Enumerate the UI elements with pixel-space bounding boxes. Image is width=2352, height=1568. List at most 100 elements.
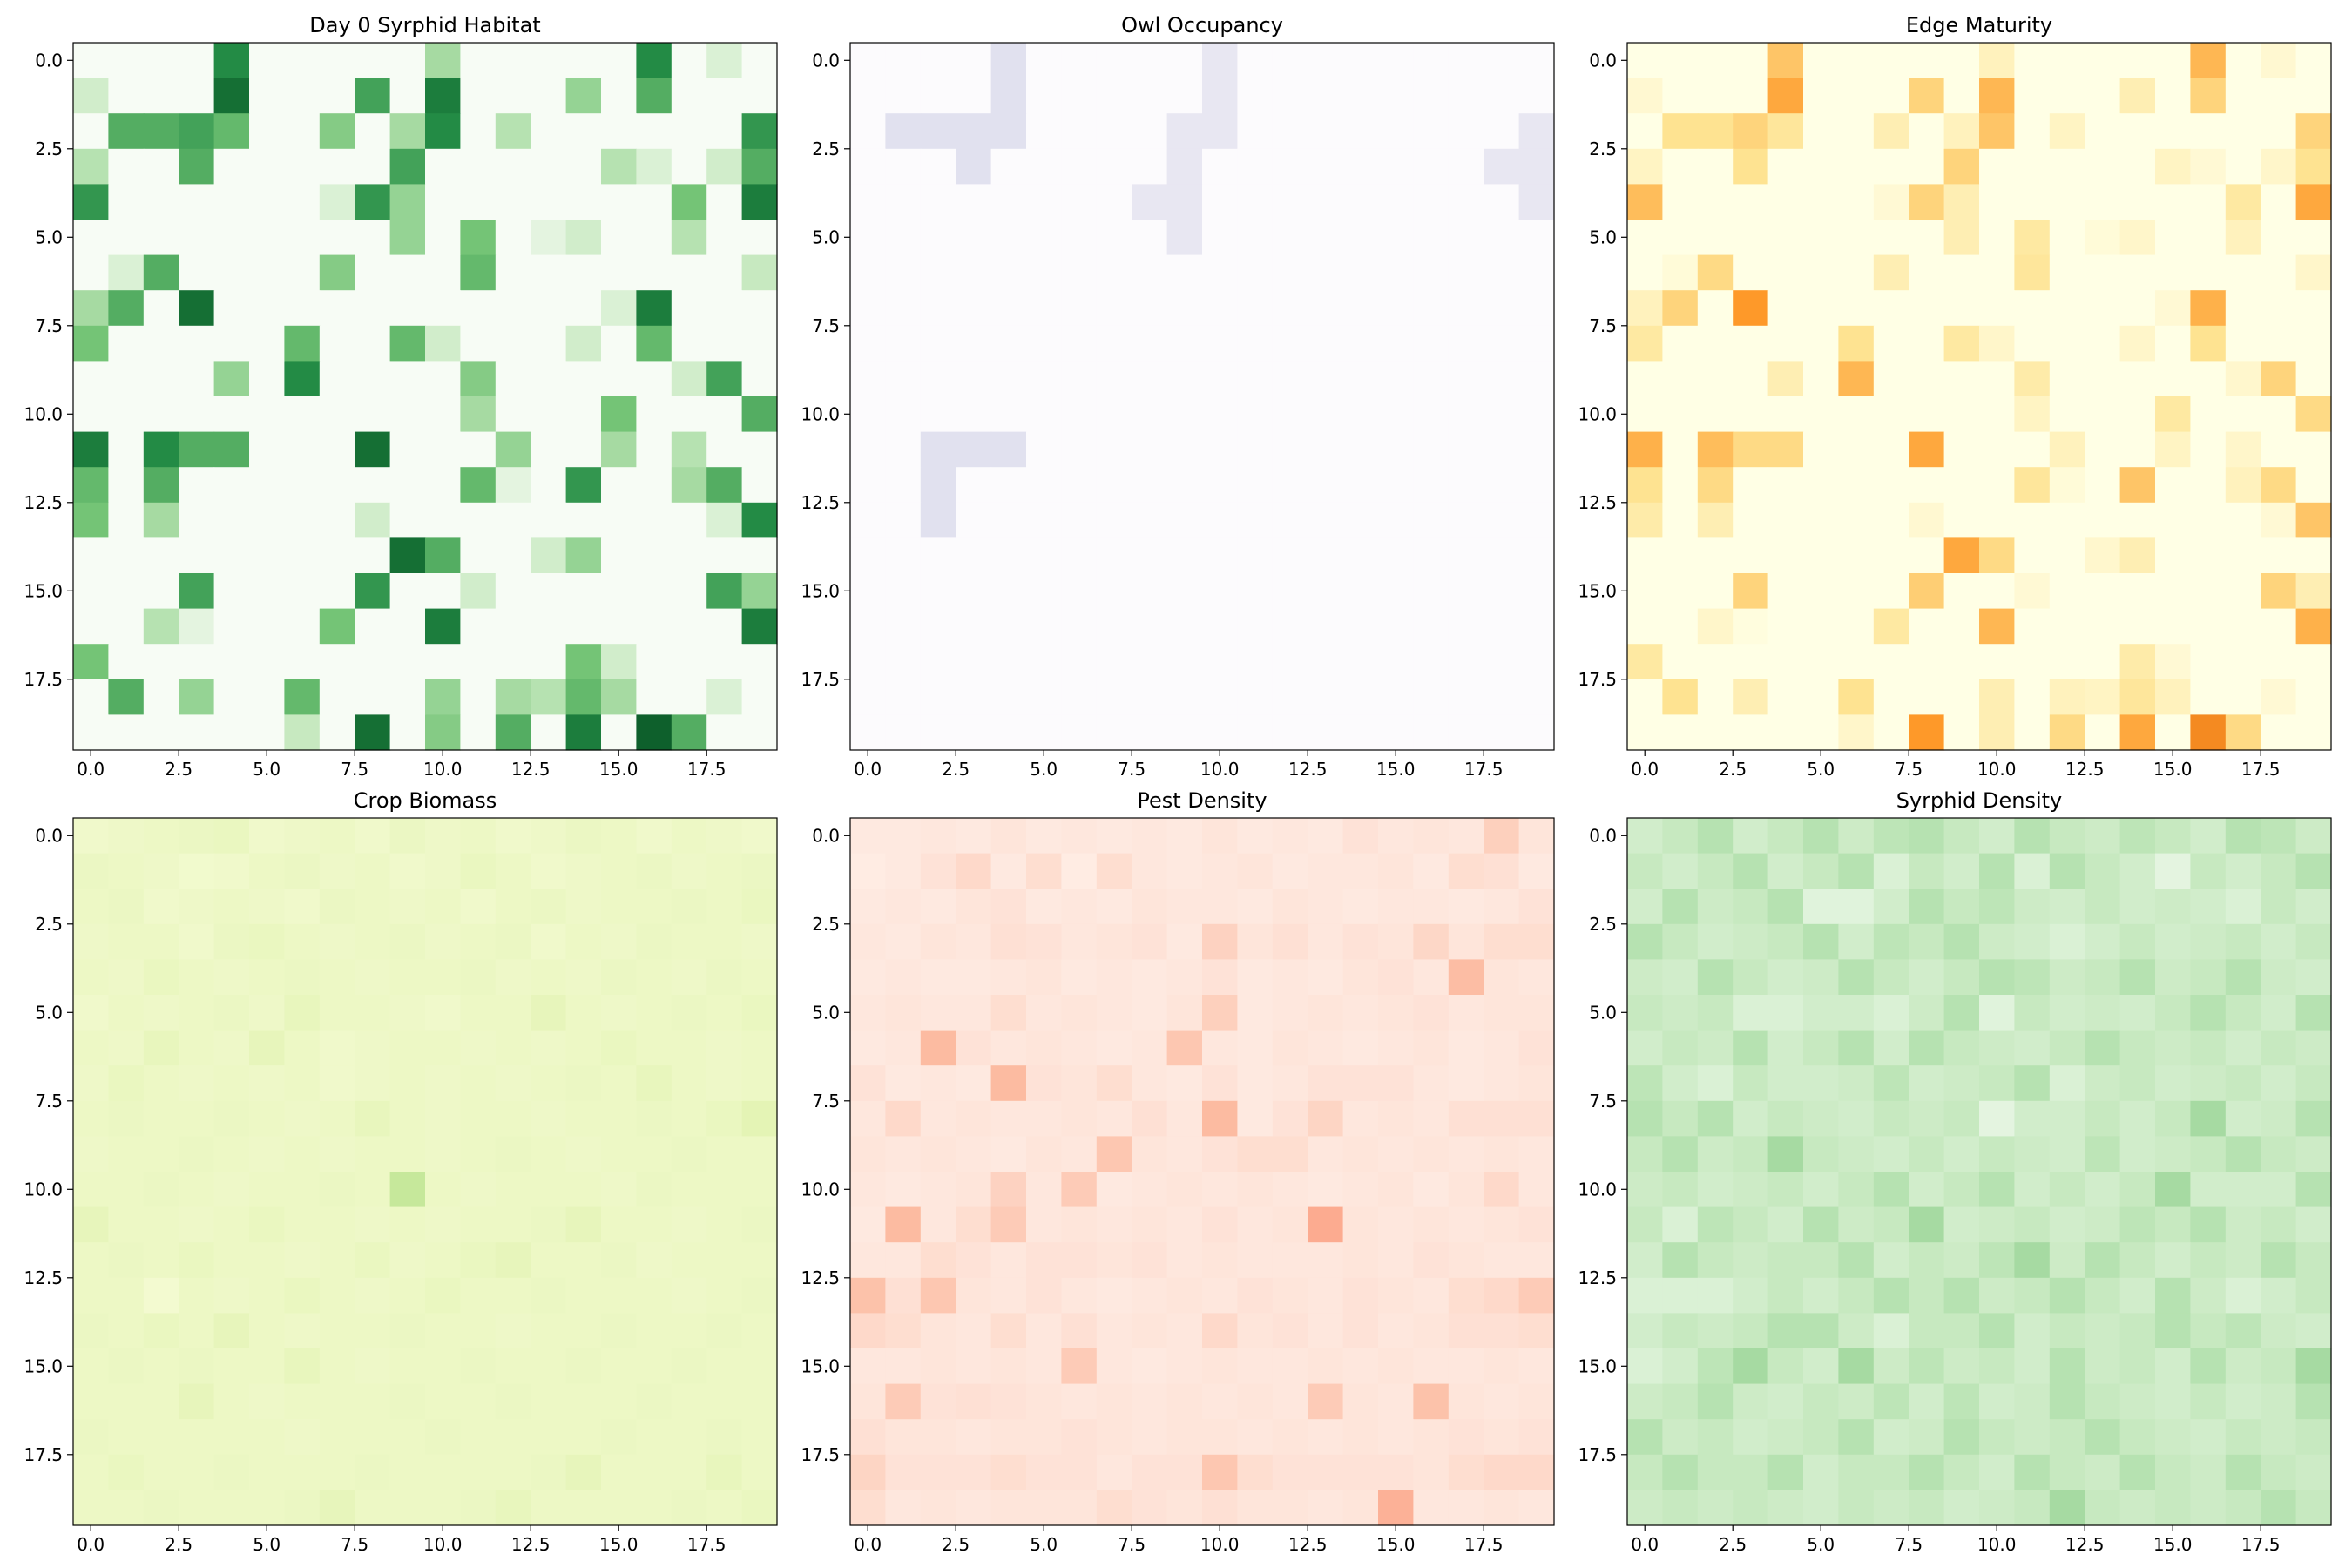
x-tick-label: 0.0 — [1631, 759, 1659, 780]
x-tick-label: 7.5 — [1118, 759, 1146, 780]
heatmap-cell — [2049, 1100, 2085, 1137]
heatmap-cell — [1202, 396, 1238, 433]
heatmap-cell — [2085, 502, 2121, 538]
heatmap-cell — [1943, 148, 1980, 185]
heatmap-cell — [1448, 290, 1484, 327]
heatmap-cell — [389, 1136, 426, 1173]
heatmap-cell — [319, 43, 355, 79]
heatmap-cell — [1378, 502, 1414, 538]
heatmap-cell — [2155, 290, 2191, 327]
heatmap-cell — [1838, 889, 1875, 925]
heatmap-cell — [495, 1172, 531, 1208]
heatmap-cell — [2261, 1313, 2297, 1349]
heatmap-cell — [1767, 1490, 1804, 1526]
heatmap-cell — [425, 1206, 461, 1243]
heatmap-cell — [1767, 679, 1804, 715]
heatmap-cell — [1979, 467, 2015, 504]
heatmap-cell — [143, 1065, 179, 1102]
heatmap-cell — [249, 1419, 285, 1456]
heatmap-cell — [1697, 1454, 1734, 1490]
heatmap-cell — [179, 43, 215, 79]
heatmap-cell — [1767, 396, 1804, 433]
heatmap-cell — [1448, 184, 1484, 220]
heatmap-cell — [1518, 1100, 1555, 1137]
heatmap-cell — [2119, 396, 2156, 433]
heatmap-cell — [531, 818, 567, 855]
heatmap-cell — [2261, 1100, 2297, 1137]
heatmap-cell — [249, 325, 285, 362]
heatmap-cell — [671, 889, 707, 925]
heatmap-cells — [850, 43, 1555, 751]
heatmap-cell — [850, 818, 886, 855]
heatmap-cell — [671, 1419, 707, 1456]
heatmap-cell — [2261, 1383, 2297, 1420]
y-tick-label: 0.0 — [1589, 825, 1617, 846]
heatmap-cell — [1026, 113, 1062, 150]
heatmap-cell — [108, 290, 145, 327]
heatmap-cell — [1767, 254, 1804, 291]
heatmap-cell — [1662, 853, 1699, 889]
heatmap-cell — [179, 290, 215, 327]
heatmap-cell — [2119, 325, 2156, 362]
heatmap-cell — [1132, 148, 1168, 185]
heatmap-cell — [531, 467, 567, 504]
heatmap-cell — [565, 290, 602, 327]
y-tick-label: 0.0 — [812, 825, 840, 846]
heatmap-cell — [2190, 1490, 2227, 1526]
heatmap-cell — [2119, 959, 2156, 996]
heatmap-cell — [741, 396, 778, 433]
heatmap-cell — [73, 1172, 109, 1208]
heatmap-cell — [2119, 290, 2156, 327]
heatmap-cell — [2190, 1030, 2227, 1066]
heatmap-cell — [1873, 923, 1909, 960]
heatmap-cell — [355, 573, 391, 610]
heatmap-cell — [1026, 1383, 1062, 1420]
heatmap-cell — [920, 1136, 956, 1173]
heatmap-cell — [671, 396, 707, 433]
heatmap-cell — [1237, 396, 1274, 433]
heatmap-cell — [1803, 1348, 1839, 1385]
heatmap-cell — [1096, 1136, 1132, 1173]
heatmap-cell — [1096, 1100, 1132, 1137]
heatmap-cell — [425, 679, 461, 715]
heatmap-cell — [73, 959, 109, 996]
heatmap-cell — [249, 995, 285, 1031]
heatmap-cell — [1272, 1136, 1308, 1173]
heatmap-cell — [1943, 644, 1980, 680]
heatmap-cell — [1026, 290, 1062, 327]
heatmap-cell — [213, 1454, 250, 1490]
heatmap-cell — [1026, 43, 1062, 79]
chart-title: Crop Biomass — [354, 788, 497, 813]
heatmap-cell — [1272, 1419, 1308, 1456]
heatmap-cell — [1378, 254, 1414, 291]
heatmap-cell — [1413, 714, 1450, 751]
heatmap-cell — [1342, 1242, 1379, 1279]
heatmap-cell — [956, 43, 992, 79]
heatmap-cell — [1413, 325, 1450, 362]
heatmap-cell — [1943, 1030, 1980, 1066]
heatmap-cell — [73, 1065, 109, 1102]
y-tick-label: 2.5 — [812, 914, 840, 935]
heatmap-cell — [531, 220, 567, 256]
heatmap-cell — [1979, 644, 2015, 680]
heatmap-cell — [2049, 1383, 2085, 1420]
x-tick-label: 12.5 — [511, 759, 551, 780]
heatmap-cell — [1943, 959, 1980, 996]
heatmap-cell — [1026, 1454, 1062, 1490]
heatmap-cell — [1308, 325, 1344, 362]
heatmap-cell — [460, 1277, 497, 1314]
heatmap-cell — [249, 1277, 285, 1314]
heatmap-cell — [636, 1100, 672, 1137]
heatmap-cell — [2049, 889, 2085, 925]
heatmap-cell — [1272, 148, 1308, 185]
x-tick-label: 15.0 — [1376, 759, 1416, 780]
heatmap-cell — [601, 714, 637, 751]
heatmap-cell — [108, 1348, 145, 1385]
heatmap-cell — [990, 608, 1027, 645]
heatmap-cell — [956, 573, 992, 610]
heatmap-cell — [1733, 995, 1769, 1031]
heatmap-cell — [2155, 43, 2191, 79]
heatmap-cell — [1342, 1454, 1379, 1490]
